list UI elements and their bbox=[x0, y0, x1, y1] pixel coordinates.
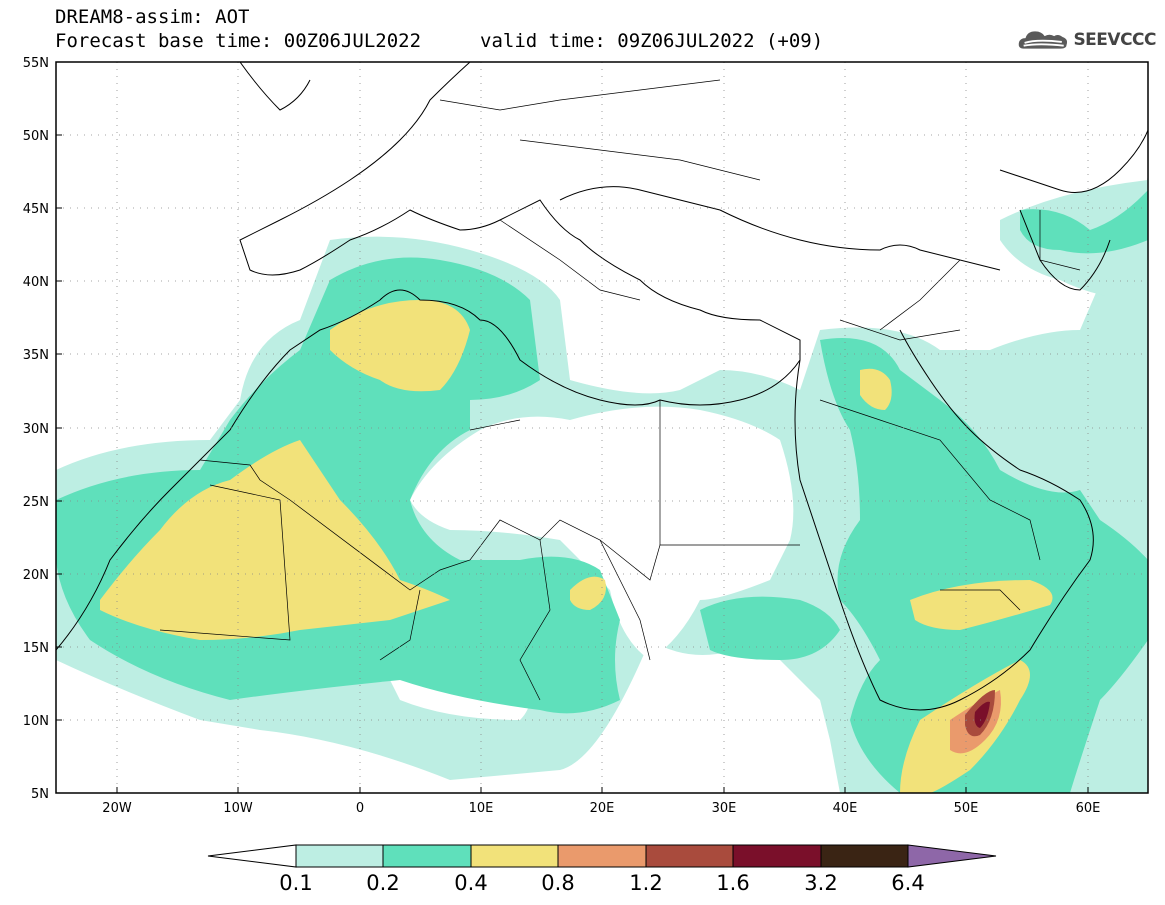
valid-time: valid time: 09Z06JUL2022 (+09) bbox=[480, 30, 824, 52]
aot-region-0-4-algeria bbox=[330, 300, 470, 392]
lon-labels: 20W 10W 0 10E 20E 30E 40E 50E 60E bbox=[102, 801, 1100, 816]
aot-region-0-4-arabia bbox=[860, 368, 892, 410]
map-frame bbox=[55, 61, 1149, 794]
lon-label: 60E bbox=[1076, 801, 1101, 816]
lat-label: 30N bbox=[23, 422, 49, 437]
lon-label: 50E bbox=[954, 801, 979, 816]
lon-label: 20E bbox=[590, 801, 615, 816]
lat-label: 10N bbox=[23, 714, 49, 729]
lat-labels: 55N 50N 45N 40N 35N 30N 25N 20N 15N 10N … bbox=[23, 56, 49, 802]
lat-label: 50N bbox=[23, 129, 49, 144]
colorbar-bin bbox=[295, 844, 384, 868]
aot-region-0-2 bbox=[56, 257, 620, 714]
lon-label: 40E bbox=[833, 801, 858, 816]
aot-region-0-2-caspian bbox=[1020, 190, 1148, 254]
colorbar-bin bbox=[732, 844, 822, 868]
lat-label: 20N bbox=[23, 568, 49, 583]
lon-label: 10W bbox=[223, 801, 253, 816]
forecast-base-time: Forecast base time: 00Z06JUL2022 bbox=[55, 30, 422, 52]
lat-label: 55N bbox=[23, 56, 49, 71]
tick-marks bbox=[56, 61, 1089, 794]
colorbar-label: 3.2 bbox=[804, 871, 838, 895]
colorbar-label: 0.8 bbox=[541, 871, 575, 895]
seevccc-logo: SEEVCCC bbox=[1016, 25, 1156, 55]
aot-region-0-2-redsea bbox=[700, 596, 840, 660]
gridlines bbox=[56, 62, 1148, 793]
aot-region-0-4-sahara bbox=[100, 440, 450, 640]
aot-clear-libya-egypt bbox=[410, 406, 794, 660]
map-title: DREAM8-assim: AOT bbox=[55, 6, 250, 28]
lon-label: 20W bbox=[102, 801, 132, 816]
colorbar-label: 1.2 bbox=[629, 871, 663, 895]
aot-region-0-8 bbox=[950, 690, 1001, 754]
aot-region-0-4-somalia bbox=[900, 660, 1030, 793]
lat-label: 5N bbox=[31, 787, 49, 802]
colorbar-label: 0.4 bbox=[454, 871, 488, 895]
aot-region-0-2-east bbox=[820, 338, 1148, 793]
colorbar-label: 6.4 bbox=[891, 871, 925, 895]
lat-label: 45N bbox=[23, 202, 49, 217]
cloud-icon bbox=[1018, 31, 1068, 49]
lat-label: 35N bbox=[23, 348, 49, 363]
aot-region-0-4-sudan bbox=[570, 576, 606, 610]
lat-label: 40N bbox=[23, 275, 49, 290]
lat-label: 25N bbox=[23, 495, 49, 510]
colorbar-bin bbox=[820, 844, 909, 868]
colorbar-bin bbox=[557, 844, 647, 868]
colorbar-low-arrow bbox=[207, 844, 297, 868]
colorbar-high-arrow bbox=[907, 844, 997, 868]
aot-region-0-4-yemen bbox=[910, 580, 1053, 630]
logo-label: SEEVCCC bbox=[1073, 30, 1156, 50]
aot-region-0-1-north bbox=[1000, 180, 1148, 300]
colorbar-label: 1.6 bbox=[716, 871, 750, 895]
colorbar-label: 0.2 bbox=[366, 871, 400, 895]
aot-field bbox=[56, 175, 1148, 793]
lon-label: 0 bbox=[356, 801, 364, 816]
lon-label: 10E bbox=[469, 801, 494, 816]
aot-region-0-1 bbox=[56, 175, 1148, 793]
colorbar-bin bbox=[645, 844, 734, 868]
colorbar bbox=[207, 844, 997, 868]
borders bbox=[159, 79, 1081, 701]
aot-clear-sahel bbox=[380, 656, 530, 720]
colorbar-label: 0.1 bbox=[279, 871, 313, 895]
aot-region-1-2 bbox=[965, 690, 995, 737]
lon-label: 30E bbox=[712, 801, 737, 816]
lat-label: 15N bbox=[23, 641, 49, 656]
colorbar-bin bbox=[470, 844, 559, 868]
coastlines bbox=[56, 62, 1148, 711]
colorbar-bin bbox=[382, 844, 472, 868]
aot-region-1-6 bbox=[974, 701, 990, 728]
